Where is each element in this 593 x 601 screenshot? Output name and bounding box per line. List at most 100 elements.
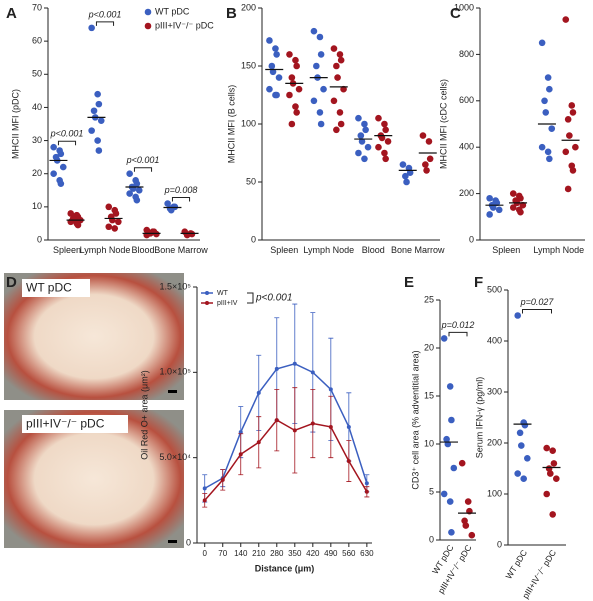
y-axis-label: MHCII MFI (cDC cells) [438,79,448,169]
x-tick-label: Spleen [492,245,521,255]
x-tick-label: 490 [324,549,338,558]
x-label-box: Bone Marrow [154,245,208,255]
y-tick-label: 20 [32,168,42,178]
data-point [440,490,448,498]
data-point [105,223,113,231]
data-point [292,361,297,366]
data-point [286,51,293,58]
y-tick-label: 5.0×10⁴ [159,452,191,462]
p-value: p=0.008 [164,185,198,195]
micrograph-label: pIII+IV⁻/⁻ pDC [26,417,105,431]
data-point [292,428,297,433]
data-point [112,210,120,217]
data-point [486,194,493,202]
data-point [524,455,531,462]
y-tick-label: 0 [469,234,474,244]
data-point [310,97,318,105]
data-point [167,206,175,214]
data-point [358,138,366,145]
data-point [518,442,525,449]
label-box [22,279,90,297]
x-label-box: Lymph Node [79,245,131,255]
data-point [362,126,369,134]
data-point [50,143,57,151]
data-point [317,51,325,58]
data-point [519,201,527,209]
panel-letter: E [404,274,414,291]
x-label-box: Bone Marrow [391,245,445,255]
legend-marker [144,8,152,16]
data-point [164,200,171,207]
data-point [94,90,101,98]
data-point [109,216,116,224]
data-point [346,424,351,429]
data-point [295,85,303,93]
x-label-box: Lymph Node [303,245,355,255]
data-point [336,109,344,116]
data-point [509,204,517,211]
data-point [446,498,454,505]
data-point [572,143,579,151]
data-point [384,138,392,145]
data-point [202,498,207,503]
data-point [316,109,324,116]
x-tick-label: Bone Marrow [154,245,208,255]
data-point [111,225,119,232]
data-point [381,149,388,157]
y-tick-label: 10 [424,438,434,448]
data-point [544,148,552,156]
data-point [464,498,472,505]
data-point [364,489,369,494]
data-point [361,155,368,163]
data-point [549,447,556,454]
data-point [183,231,191,239]
data-point [489,204,497,211]
data-point [382,126,389,134]
scale-bar [168,390,177,393]
data-point [135,186,143,194]
y-tick-label: 50 [32,69,42,79]
x-tick-label: 0 [202,549,207,558]
data-point [381,120,388,128]
y-tick-label: 0 [251,234,256,244]
data-point [330,97,338,105]
y-tick-label: 60 [32,36,42,46]
x-label-box: Blood [362,245,385,255]
y-tick-label: 600 [459,95,474,105]
y-tick-label: 25 [424,294,434,304]
y-tick-label: 5 [429,486,434,496]
panel-letter: B [226,5,237,22]
data-point [59,163,67,171]
y-tick-label: 1.0×10⁵ [159,367,191,377]
data-point [266,85,273,93]
data-point [57,150,65,158]
y-axis-label: MHCII MFI (pDC) [10,89,20,159]
y-tick-label: 0 [37,234,42,244]
data-point [446,383,454,390]
data-point [126,170,133,178]
data-point [115,218,122,226]
data-point [330,45,338,52]
data-point [516,429,524,437]
x-tick-label: Lymph Node [303,245,355,255]
data-point [541,97,548,105]
x-tick-label: 560 [342,549,356,558]
data-point [88,127,95,134]
y-tick-label: 400 [459,142,474,152]
panel-letter: D [6,274,17,291]
micrograph-label: WT pDC [26,281,72,295]
data-point [288,74,296,81]
x-tick-label: 140 [234,549,248,558]
data-point [402,172,409,180]
data-point [406,169,414,177]
p-value: p=0.012 [441,320,475,330]
data-point [545,465,553,472]
data-line [204,419,368,501]
x-tick-label: Lymph Node [79,245,131,255]
data-point [273,91,280,99]
data-point [544,74,552,81]
legend-marker [205,301,209,305]
data-point [268,62,276,70]
data-point [422,161,429,168]
data-point [543,444,550,452]
